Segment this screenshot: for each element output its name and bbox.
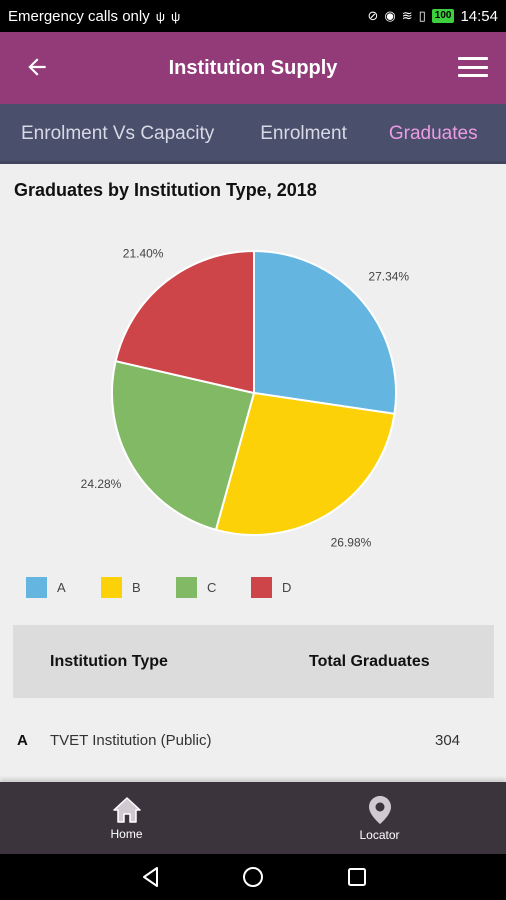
sim-icon: ▯: [418, 8, 426, 23]
page-title: Institution Supply: [168, 56, 338, 79]
chart-title: Graduates by Institution Type, 2018: [14, 180, 317, 200]
pie-label-a: 27.34%: [368, 270, 409, 284]
arrow-left-icon: [28, 58, 46, 76]
clock: 14:54: [460, 7, 498, 25]
tab-enrolment-vs-capacity[interactable]: Enrolment Vs Capacity: [21, 123, 215, 144]
table-header: Institution Type Total Graduates: [13, 625, 494, 698]
row-key: A: [17, 732, 28, 749]
usb-debug-icon: ψ: [171, 8, 181, 24]
nav-home[interactable]: Home: [0, 782, 253, 854]
legend-label-d: D: [282, 580, 292, 595]
legend-swatch-b: [101, 577, 122, 598]
tab-enrolment[interactable]: Enrolment: [260, 123, 347, 144]
nav-locator[interactable]: Locator: [253, 782, 506, 854]
system-nav-bar: [0, 854, 506, 900]
wifi-icon: ≋: [401, 8, 413, 23]
legend-label-b: B: [132, 580, 141, 595]
nav-locator-label: Locator: [359, 827, 400, 842]
bottom-nav: Home Locator: [0, 782, 506, 854]
legend-swatch-d: [251, 577, 272, 598]
legend-swatch-a: [26, 577, 47, 598]
row-total-graduates: 304: [435, 732, 461, 749]
pie-chart: 27.34% 26.98% 24.28% 21.40%: [81, 247, 410, 550]
legend-swatch-c: [176, 577, 197, 598]
status-left: Emergency calls only ψ ψ: [8, 8, 367, 25]
eye-icon: ◉: [384, 8, 396, 23]
pie-slice-d[interactable]: [114, 249, 255, 395]
mute-icon: ⊘: [367, 8, 379, 23]
pie-slice-c[interactable]: [111, 359, 256, 532]
legend-item-a: A: [26, 577, 101, 598]
recents-square-icon[interactable]: [345, 865, 369, 889]
pie-label-d: 21.40%: [123, 247, 164, 261]
legend-label-c: C: [207, 580, 217, 595]
hamburger-menu-icon-line: [458, 65, 488, 69]
column-header-total-graduates: Total Graduates: [309, 652, 430, 670]
back-triangle-icon[interactable]: [139, 865, 163, 889]
menu-button[interactable]: [458, 54, 488, 80]
legend-label-a: A: [57, 580, 66, 595]
carrier-text: Emergency calls only: [8, 7, 150, 25]
usb-icon: ψ: [155, 8, 166, 24]
battery-indicator: 100: [431, 9, 455, 23]
pie-slice-a[interactable]: [253, 249, 397, 415]
legend-item-d: D: [251, 577, 326, 598]
column-header-institution-type: Institution Type: [50, 652, 168, 670]
legend-item-c: C: [176, 577, 251, 598]
hamburger-menu-icon: [458, 57, 488, 60]
home-circle-icon[interactable]: [241, 865, 265, 889]
pie-slice-b[interactable]: [214, 391, 396, 536]
hamburger-menu-icon-line: [458, 74, 488, 77]
location-pin-icon: [368, 795, 391, 824]
chart-legend: A B C D: [26, 577, 326, 598]
tab-bar: Enrolment Vs Capacity Enrolment Graduate…: [0, 104, 506, 164]
pie-label-c: 24.28%: [81, 477, 122, 491]
row-institution-name: TVET Institution (Public): [50, 732, 212, 749]
app-bar: Institution Supply: [0, 32, 506, 104]
status-right: ⊘ ◉ ≋ ▯ 100 14:54: [367, 8, 498, 25]
status-bar: Emergency calls only ψ ψ ⊘ ◉ ≋ ▯ 100 14:…: [0, 0, 506, 32]
nav-home-label: Home: [110, 826, 143, 841]
pie-label-b: 26.98%: [331, 535, 372, 549]
tab-graduates[interactable]: Graduates: [388, 123, 478, 144]
back-button[interactable]: [22, 52, 52, 82]
home-icon: [112, 796, 141, 823]
table-row[interactable]: A TVET Institution (Public) 304: [0, 710, 506, 770]
legend-item-b: B: [101, 577, 176, 598]
